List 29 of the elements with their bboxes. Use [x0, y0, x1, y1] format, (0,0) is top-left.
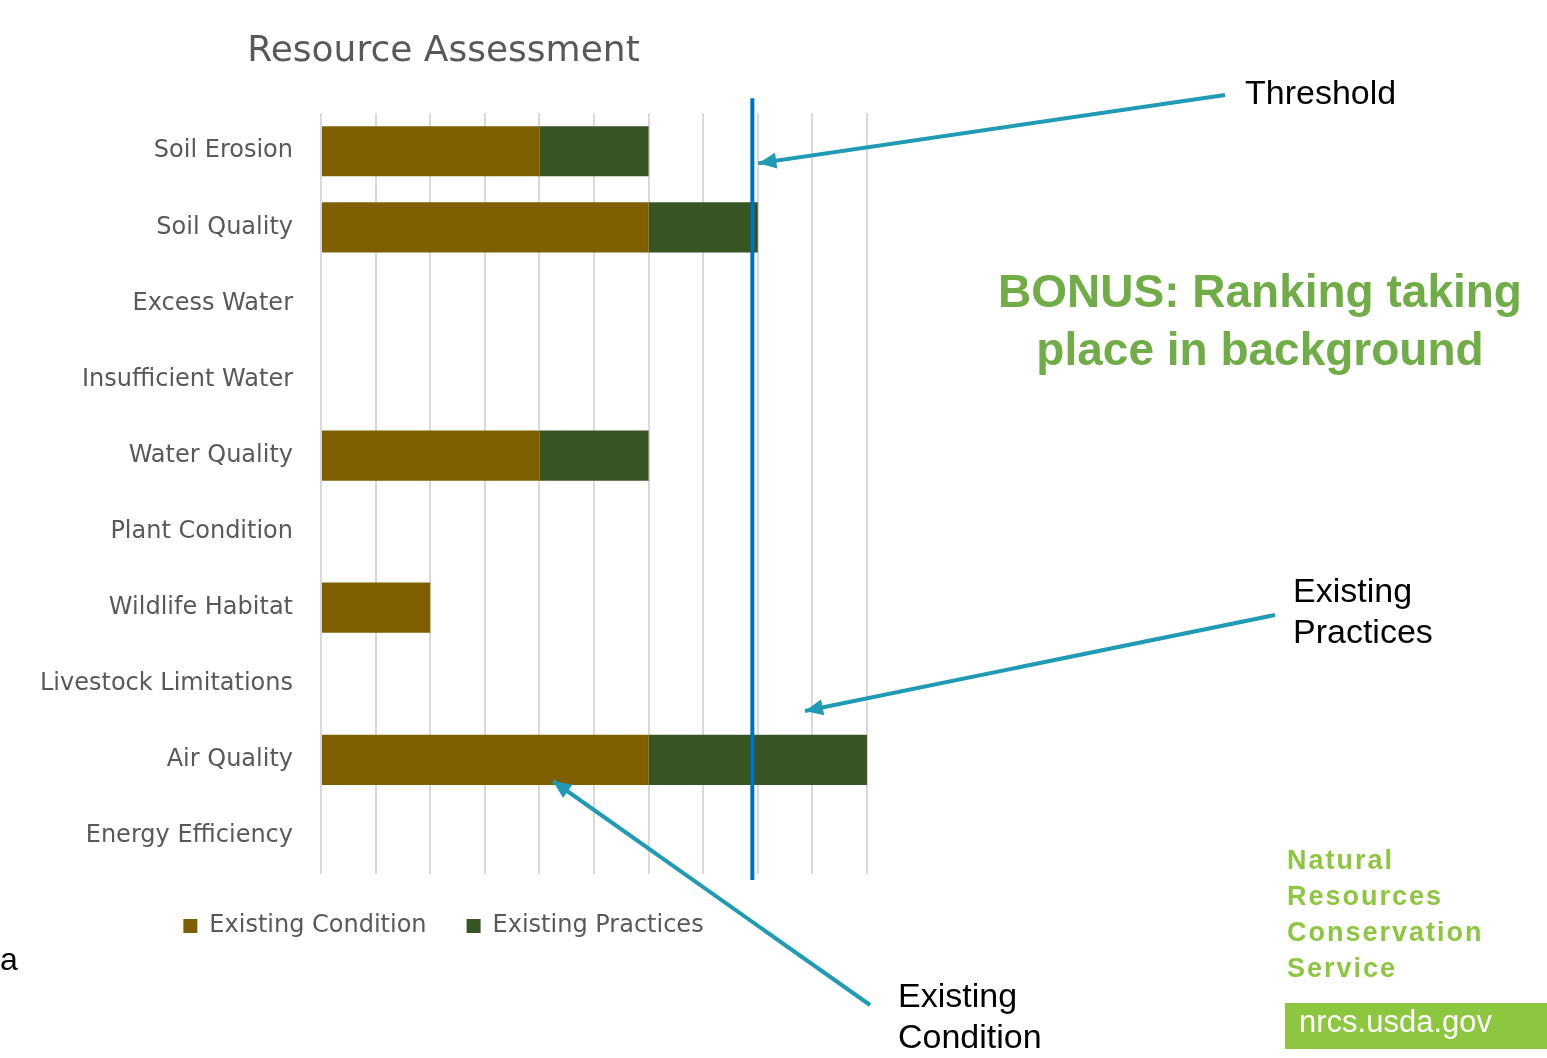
chart-title: Resource Assessment: [247, 27, 640, 69]
bar: [322, 126, 540, 177]
bar: [539, 126, 649, 177]
text: a: [0, 940, 18, 979]
y-tick-label: Water Quality: [128, 439, 294, 468]
bar: [322, 734, 649, 785]
text: Existing Condition: [898, 975, 1043, 1057]
legend-label: Existing Condition: [209, 910, 427, 939]
y-tick-label: Wildlife Habitat: [108, 591, 294, 620]
bar: [648, 202, 758, 253]
y-tick-label: Plant Condition: [110, 515, 294, 544]
text: nrcs.usda.gov: [1285, 1003, 1547, 1049]
text: Existing Practices: [1293, 570, 1434, 652]
bar: [648, 734, 867, 785]
bar: [322, 430, 540, 481]
y-tick-label: Livestock Limitations: [39, 668, 294, 697]
bar: [322, 202, 649, 253]
y-tick-label: Soil Quality: [156, 211, 294, 240]
text: Natural Resources Conservation Service: [1287, 844, 1485, 985]
y-tick-label: Soil Erosion: [153, 135, 294, 164]
legend-label: Existing Practices: [492, 910, 704, 939]
y-tick-label: Insufficient Water: [81, 363, 294, 392]
y-tick-label: Excess Water: [132, 287, 294, 316]
bar: [539, 430, 649, 481]
y-tick-label: Air Quality: [166, 744, 294, 773]
y-tick-label: Energy Efficiency: [85, 820, 294, 849]
bar: [322, 582, 431, 633]
text: BONUS: Ranking taking place in background: [997, 264, 1523, 377]
ref-line-label: Threshold: [1245, 72, 1397, 113]
